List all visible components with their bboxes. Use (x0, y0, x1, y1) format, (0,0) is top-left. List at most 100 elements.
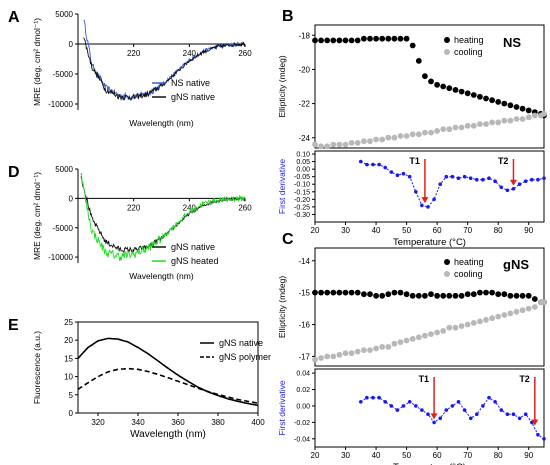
x-tick-label: 40 (372, 226, 381, 235)
derivative-point (432, 420, 436, 425)
data-point-cooling (519, 307, 526, 314)
panel-e: E 320 340 360 380 400 0 5 10 15 20 25 Wavelength (nm… (8, 317, 271, 440)
panel-label: A (8, 9, 20, 26)
data-point-cooling (495, 119, 502, 126)
data-point-heating (464, 90, 471, 97)
data-point-cooling (342, 141, 349, 148)
data-point-heating (483, 95, 489, 102)
data-point-heating (379, 292, 386, 299)
data-point-cooling (446, 126, 453, 133)
derivative-point (468, 416, 473, 421)
derivative-point (542, 437, 546, 441)
data-point-cooling (464, 122, 471, 129)
data-point-heating (483, 289, 489, 296)
derivative-point (517, 416, 522, 421)
data-point-cooling (458, 323, 465, 329)
derivative-point (456, 176, 461, 180)
data-point-heating (336, 37, 343, 44)
derivative-point (444, 174, 449, 179)
y-tick-label: -0.02 (294, 420, 310, 427)
data-point-cooling (470, 122, 477, 129)
data-point-heating (519, 105, 526, 112)
data-point-cooling (385, 134, 392, 141)
y-tick-label: 15 (64, 354, 73, 363)
data-point-heating (513, 292, 520, 299)
transition-arrow-head (430, 413, 438, 420)
data-point-cooling (541, 299, 547, 306)
x-axis-label: Wavelength (nm) (129, 271, 194, 281)
data-point-heating (409, 42, 416, 49)
derivative-point (389, 404, 394, 408)
derivative-point (371, 395, 375, 400)
data-point-cooling (348, 140, 355, 146)
data-point-cooling (501, 117, 508, 124)
legend-label: cooling (454, 269, 483, 279)
derivative-point (456, 400, 461, 404)
series-line-gns-heated (80, 172, 246, 261)
x-tick-label: 20 (311, 226, 320, 235)
y-tick-label: 25 (64, 318, 73, 327)
data-point-heating (446, 292, 453, 299)
legend-label: heating (454, 257, 484, 267)
data-point-heating (440, 83, 447, 90)
panel-annotation: gNS (503, 257, 529, 272)
derivative-point (407, 174, 412, 179)
data-point-cooling (415, 334, 422, 341)
series-line-gns-native (83, 37, 246, 102)
data-point-heating (489, 97, 495, 104)
data-point-heating (330, 289, 337, 296)
x-tick-label: 380 (211, 418, 225, 427)
x-tick-label: 260 (238, 49, 252, 58)
data-point-heating (312, 289, 318, 296)
y-axis-label: Ellipticity (mdeg) (277, 55, 287, 118)
derivative-point (505, 412, 510, 417)
data-point-cooling (312, 141, 318, 148)
x-axis-label: Wavelength (nm) (130, 429, 206, 440)
data-point-cooling (422, 129, 428, 136)
panel-label: D (8, 164, 20, 181)
derivative-point (523, 179, 528, 183)
x-tick-label: 80 (494, 226, 503, 235)
data-point-heating (422, 73, 428, 80)
data-point-cooling (397, 133, 404, 139)
x-tick-label: 340 (131, 418, 145, 427)
derivative-point (505, 188, 510, 193)
derivative-point (499, 408, 504, 412)
data-point-cooling (379, 136, 386, 143)
derivative-point (481, 404, 485, 408)
data-point-cooling (409, 336, 416, 342)
derivative-point (487, 176, 491, 180)
x-tick-label: 60 (433, 451, 442, 460)
data-point-cooling (495, 313, 502, 320)
data-point-heating (367, 291, 373, 298)
data-point-cooling (318, 355, 324, 361)
y-tick-label: 0.10 (296, 152, 310, 159)
data-point-cooling (477, 121, 483, 127)
data-point-cooling (336, 351, 343, 358)
derivative-point (536, 432, 540, 437)
legend-label: cooling (454, 47, 483, 57)
data-point-heating (519, 292, 526, 299)
data-point-cooling (440, 328, 447, 334)
derivative-point (493, 400, 497, 404)
data-point-cooling (403, 337, 410, 344)
transition-arrow-head (509, 179, 517, 186)
data-point-cooling (477, 318, 483, 325)
data-point-cooling (434, 329, 440, 336)
panel-label: C (282, 231, 294, 248)
series-line-gns-native (77, 337, 259, 407)
data-point-heating (446, 85, 453, 92)
y-tick-label: 0 (69, 194, 74, 203)
data-point-heating (477, 93, 483, 100)
data-point-cooling (483, 316, 489, 323)
x-tick-label: 260 (238, 203, 252, 212)
transition-label: T1 (409, 156, 420, 166)
data-point-heating (507, 292, 514, 299)
data-point-cooling (367, 347, 373, 353)
y-tick-label: -0.15 (294, 189, 310, 196)
derivative-point (401, 404, 406, 408)
x-tick-label: 50 (402, 451, 411, 460)
data-point-cooling (409, 131, 416, 138)
y-tick-label: -10000 (48, 100, 73, 109)
